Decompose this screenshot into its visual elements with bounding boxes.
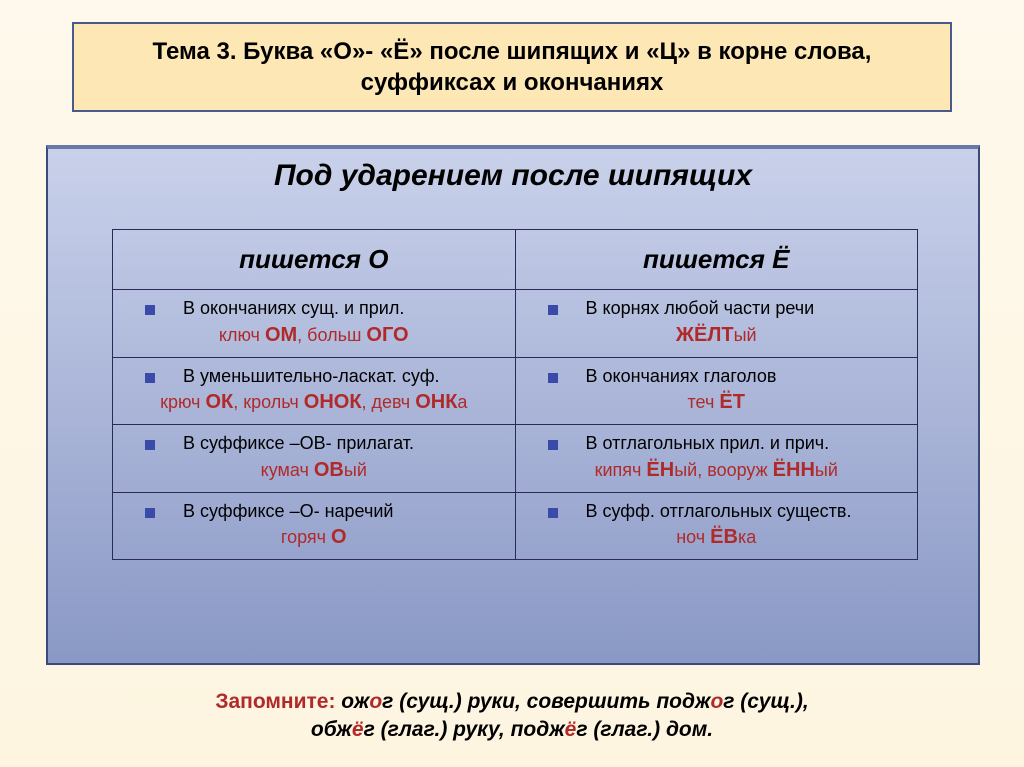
bullet-icon <box>145 440 155 450</box>
bullet-icon <box>145 373 155 383</box>
topic-header-box: Тема 3. Буква «О»- «Ё» после шипящих и «… <box>72 22 952 112</box>
col-header-yo: пишется Ё <box>515 230 918 290</box>
footnote-label: Запомните: <box>215 690 335 713</box>
bullet-icon <box>548 305 558 315</box>
rule-text: В окончаниях сущ. и прил. <box>183 298 404 320</box>
bullet-icon <box>548 508 558 518</box>
rule-example: кумач ОВый <box>123 459 505 482</box>
table-row: В суффиксе –ОВ- прилагат. кумач ОВый В о… <box>113 425 918 493</box>
rule-example: крюч ОК, крольч ОНОК, девч ОНКа <box>123 391 505 414</box>
bullet-icon <box>145 508 155 518</box>
bullet-icon <box>145 305 155 315</box>
bullet-icon <box>548 373 558 383</box>
topic-header: Тема 3. Буква «О»- «Ё» после шипящих и «… <box>94 36 930 98</box>
rule-text: В окончаниях глаголов <box>586 366 777 388</box>
table-row: В суффиксе –О- наречий горяч О В суфф. о… <box>113 492 918 560</box>
footnote: Запомните: ожог (сущ.) руки, совершить п… <box>0 688 1024 745</box>
rule-text: В отглагольных прил. и прич. <box>586 433 830 455</box>
main-panel: Под ударением после шипящих пишется О пи… <box>46 145 980 665</box>
rule-example: ноч ЁВка <box>526 526 908 549</box>
table-row: В уменьшительно-ласкат. суф. крюч ОК, кр… <box>113 357 918 425</box>
rule-text: В корнях любой части речи <box>586 298 815 320</box>
table-row: В окончаниях сущ. и прил. ключ ОМ, больш… <box>113 290 918 358</box>
col-header-o: пишется О <box>113 230 516 290</box>
rule-example: горяч О <box>123 526 505 549</box>
rules-tbody: В окончаниях сущ. и прил. ключ ОМ, больш… <box>113 290 918 560</box>
rule-text: В суффиксе –ОВ- прилагат. <box>183 433 414 455</box>
bullet-icon <box>548 440 558 450</box>
rule-example: ключ ОМ, больш ОГО <box>123 324 505 347</box>
rule-example: кипяч ЁНый, вооруж ЁННый <box>526 459 908 482</box>
rule-text: В суффиксе –О- наречий <box>183 501 393 523</box>
rule-example: теч ЁТ <box>526 391 908 414</box>
rule-text: В уменьшительно-ласкат. суф. <box>183 366 440 388</box>
rule-text: В суфф. отглагольных существ. <box>586 501 852 523</box>
panel-subtitle: Под ударением после шипящих <box>48 159 978 193</box>
rules-table: пишется О пишется Ё В окончаниях сущ. и … <box>112 229 918 560</box>
rule-example: ЖЁЛТый <box>526 324 908 347</box>
